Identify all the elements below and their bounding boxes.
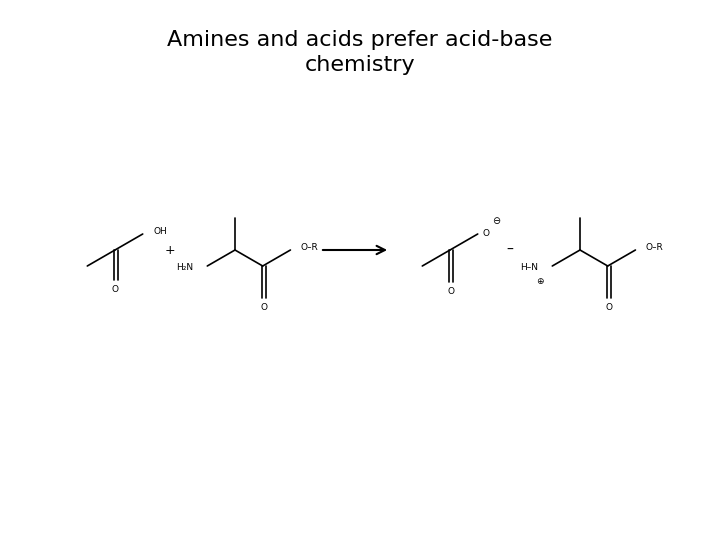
Text: O: O xyxy=(112,285,119,294)
Text: OH: OH xyxy=(153,227,168,237)
Text: O: O xyxy=(448,287,454,295)
Text: –: – xyxy=(507,243,513,257)
Text: +: + xyxy=(165,244,175,256)
Text: O–R: O–R xyxy=(645,244,663,253)
Text: ⊕: ⊕ xyxy=(536,278,544,287)
Text: O: O xyxy=(482,228,490,238)
Text: O: O xyxy=(260,302,267,312)
Text: H–N: H–N xyxy=(521,264,539,273)
Text: Amines and acids prefer acid-base: Amines and acids prefer acid-base xyxy=(167,30,553,50)
Text: O: O xyxy=(606,302,612,312)
Text: ⊖: ⊖ xyxy=(492,216,500,226)
Text: chemistry: chemistry xyxy=(305,55,415,75)
Text: H₂N: H₂N xyxy=(176,264,193,273)
Text: O–R: O–R xyxy=(300,244,318,253)
